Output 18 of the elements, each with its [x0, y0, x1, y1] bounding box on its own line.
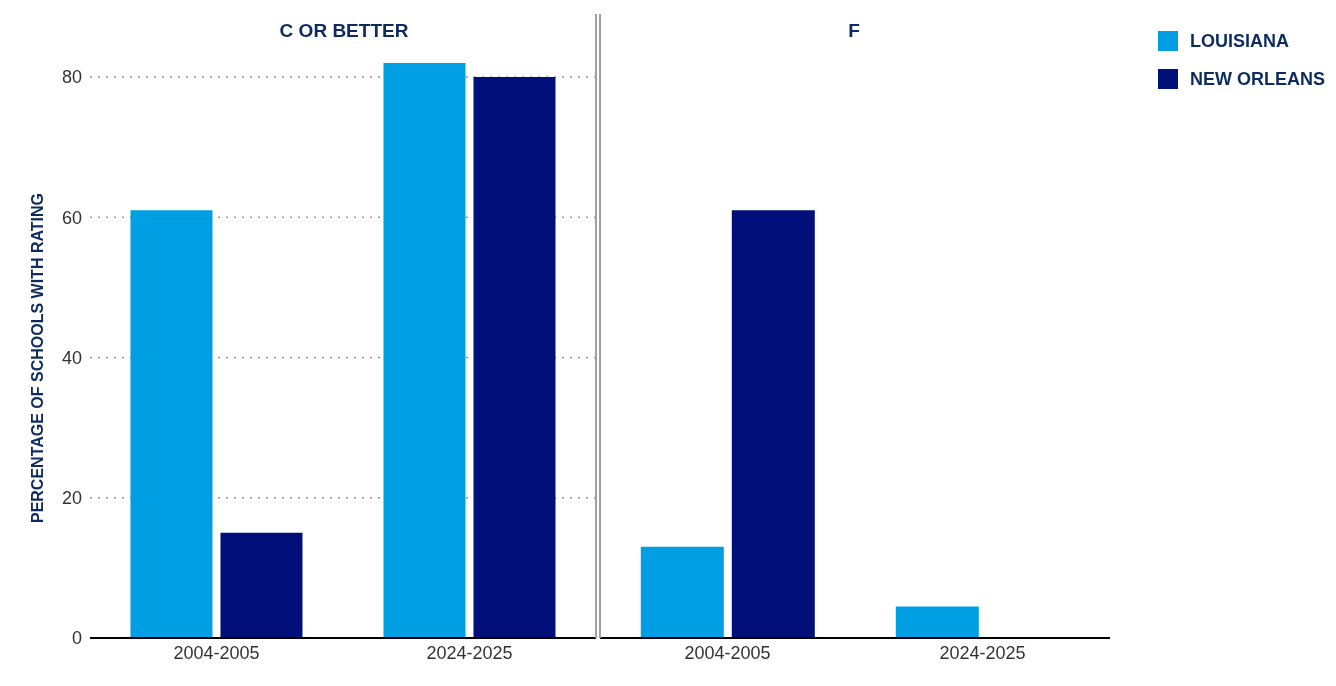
bar — [473, 77, 556, 638]
x-tick-label: 2024-2025 — [426, 642, 513, 663]
legend-label: NEW ORLEANS — [1190, 68, 1325, 90]
y-tick-label: 80 — [61, 67, 82, 88]
x-tick-label: 2004-2005 — [173, 642, 260, 663]
y-tick-label: 20 — [61, 488, 82, 509]
x-tick-label: 2004-2005 — [684, 642, 771, 663]
bar — [383, 63, 466, 638]
chart-title: C OR BETTER — [278, 20, 410, 42]
legend-label: LOUISIANA — [1190, 30, 1289, 52]
chart-title: F — [847, 20, 861, 42]
y-axis-title: PERCENTAGE OF SCHOOLS WITH RATING — [29, 192, 47, 524]
y-tick-label: 60 — [61, 207, 82, 228]
bar — [220, 532, 303, 638]
x-tick-label: 2024-2025 — [939, 642, 1026, 663]
y-tick-label: 40 — [61, 347, 82, 368]
bar — [130, 210, 213, 638]
y-tick-label: 0 — [71, 628, 82, 649]
